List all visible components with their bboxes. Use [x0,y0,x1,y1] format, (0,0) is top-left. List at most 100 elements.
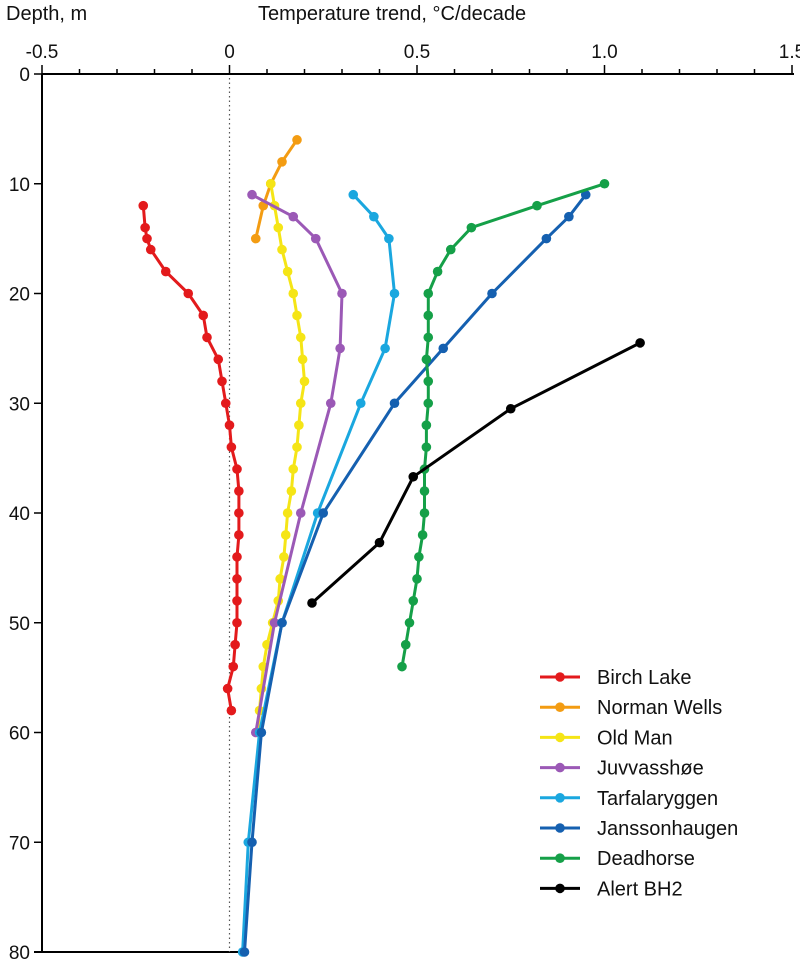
data-point [140,222,150,233]
data-point [532,200,542,211]
data-point [423,288,434,299]
data-point [295,508,306,518]
data-point [234,508,244,518]
legend-swatch-marker [555,732,565,743]
data-point [269,617,280,628]
data-point [400,639,411,650]
legend-label: Tarfalaryggen [597,788,718,810]
data-point [277,244,287,255]
data-point [384,233,394,244]
data-point [369,211,379,222]
legend-item: Janssonhaugen [540,818,738,840]
data-point [335,343,345,354]
legend-label: Old Man [597,727,673,749]
legend-label: Deadhorse [597,848,695,870]
data-point [408,596,419,606]
data-point [160,266,171,277]
x-axis-title: Temperature trend, °C/decade [258,3,526,25]
series-old-man [252,178,310,738]
data-point [224,420,235,431]
series-deadhorse [397,178,610,672]
data-point [325,398,336,409]
data-point [432,266,443,277]
data-point [230,639,240,650]
data-point [250,233,261,244]
legend: Birch Lake Norman Wells Old Man Juvvasshøe T… [540,667,738,900]
series-line [400,182,605,667]
data-point [421,420,432,431]
data-point [292,135,302,145]
x-tick-label: 0.5 [404,42,430,63]
data-point [282,266,293,277]
data-point [202,332,212,343]
series-janssonhaugen [239,189,591,957]
legend-swatch-marker [555,672,565,682]
data-point [421,354,432,365]
data-point [445,244,456,255]
data-point [279,552,289,562]
data-point [580,189,591,200]
data-point [421,442,432,452]
data-point [337,288,347,299]
data-point [232,464,242,474]
data-point [414,552,424,562]
data-point [389,288,400,299]
legend-item: Old Man [540,727,673,749]
data-point [292,310,302,321]
data-point [282,508,293,518]
data-point [145,244,156,255]
series-line [241,193,396,953]
data-point [466,222,477,233]
data-point [295,332,306,343]
legend-label: Alert BH2 [597,878,683,900]
legend-item: Tarfalaryggen [540,788,718,810]
data-point [299,376,310,387]
series-line [256,183,306,733]
series-layer [138,135,645,957]
data-point [288,288,299,299]
legend-label: Janssonhaugen [597,818,738,840]
data-point [232,596,242,606]
data-point [294,420,304,431]
data-point [222,683,233,694]
data-point [635,338,645,348]
data-point [348,189,359,200]
series-line [141,205,241,711]
data-point [417,530,428,540]
data-point [232,574,242,584]
legend-swatch-marker [555,762,565,773]
data-point [599,178,610,189]
data-point [564,211,574,222]
data-point [217,376,227,387]
data-point [288,211,299,222]
y-tick-label: 20 [9,285,30,306]
y-tick-label: 50 [9,614,30,635]
data-point [423,376,434,387]
data-point [288,464,299,474]
data-point [541,233,552,244]
data-point [397,661,407,672]
data-point [142,233,152,244]
data-point [198,310,209,321]
data-point [419,508,430,518]
data-point [247,837,257,848]
data-point [423,398,434,409]
data-point [310,233,321,244]
data-point [389,398,400,409]
data-point [275,574,285,584]
data-point [138,200,149,211]
legend-item: Juvvasshøe [540,758,704,780]
legend-item: Norman Wells [540,697,722,719]
y-tick-label: 80 [9,943,30,964]
data-point [487,288,497,299]
legend-swatch-marker [555,883,565,894]
y-tick-label: 10 [9,175,30,196]
data-point [183,288,194,299]
series-line [310,341,641,605]
data-point [318,508,329,518]
legend-swatch-marker [555,793,565,803]
legend-label: Birch Lake [597,667,692,689]
data-point [220,398,231,409]
data-point [265,178,276,189]
data-point [256,727,267,738]
